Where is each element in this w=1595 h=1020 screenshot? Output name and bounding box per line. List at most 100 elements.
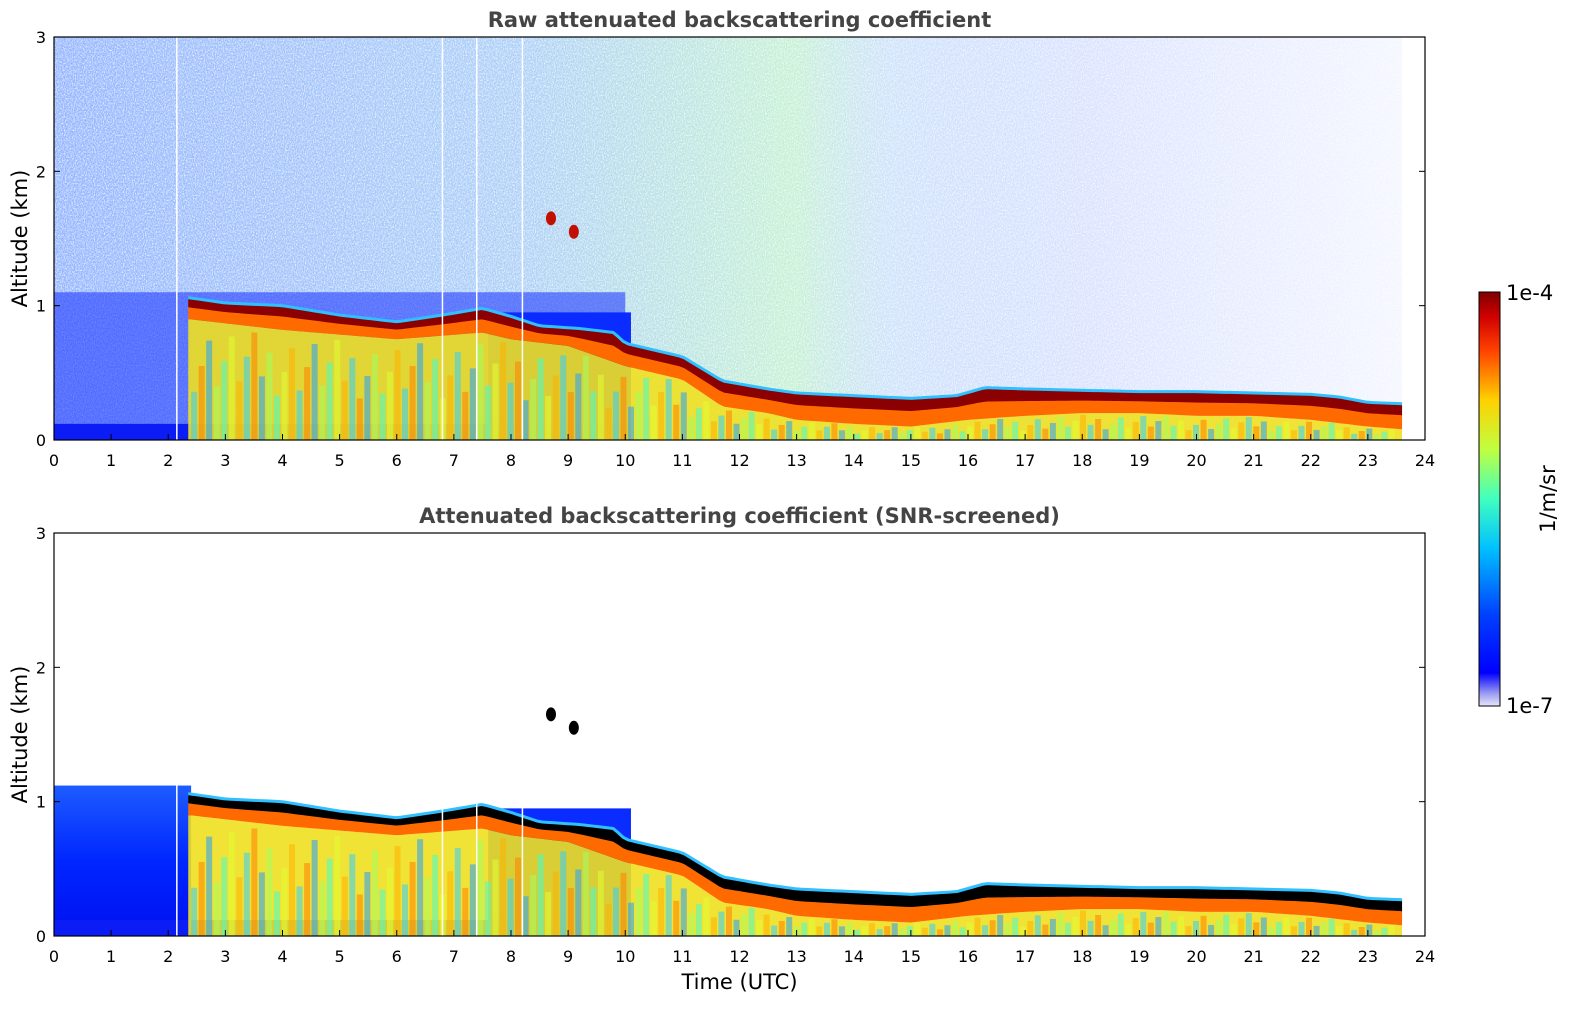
signal-streak xyxy=(1042,428,1049,440)
signal-streak xyxy=(477,840,484,936)
signal-streak xyxy=(1095,914,1102,936)
signal-streak xyxy=(1117,913,1124,936)
x-tick-label: 14 xyxy=(844,947,864,966)
x-tick-label: 9 xyxy=(563,947,573,966)
below-cloud-signal xyxy=(188,319,1403,440)
signal-streak xyxy=(462,887,469,936)
x-tick-label: 11 xyxy=(672,451,692,470)
x-tick-label: 12 xyxy=(729,947,749,966)
signal-streak xyxy=(612,391,619,440)
signal-streak xyxy=(349,854,356,936)
signal-streak xyxy=(936,929,943,936)
signal-streak xyxy=(499,342,506,440)
x-tick-label: 9 xyxy=(563,451,573,470)
signal-streak xyxy=(1185,430,1192,440)
signal-streak xyxy=(1110,919,1117,936)
x-tick-label: 20 xyxy=(1186,947,1206,966)
signal-streak xyxy=(515,361,522,440)
signal-streak xyxy=(469,864,476,936)
signal-streak xyxy=(1253,922,1260,936)
signal-streak xyxy=(899,432,906,440)
signal-streak xyxy=(786,421,793,440)
signal-streak xyxy=(356,894,363,936)
signal-streak xyxy=(959,927,966,936)
signal-streak xyxy=(251,828,258,936)
signal-streak xyxy=(258,872,265,936)
signal-streak xyxy=(921,927,928,936)
x-tick-label: 2 xyxy=(163,947,173,966)
signal-streak xyxy=(560,355,567,440)
signal-streak xyxy=(228,832,235,936)
signal-streak xyxy=(1012,421,1019,440)
signal-streak xyxy=(1290,926,1297,936)
signal-streak xyxy=(974,917,981,936)
signal-streak xyxy=(1260,917,1267,936)
signal-streak xyxy=(454,351,461,440)
y-tick-label: 2 xyxy=(36,162,46,181)
signal-streak xyxy=(394,350,401,440)
x-tick-label: 21 xyxy=(1243,947,1263,966)
signal-streak xyxy=(816,430,823,440)
x-tick-label: 0 xyxy=(49,451,59,470)
signal-streak xyxy=(1080,910,1087,936)
signal-streak xyxy=(545,396,552,440)
signal-streak xyxy=(884,430,891,440)
signal-streak xyxy=(206,836,213,936)
signal-streak xyxy=(1072,916,1079,936)
colorbar: 1e-4 1e-7 1/m/sr xyxy=(1478,281,1560,718)
x-tick-label: 8 xyxy=(506,947,516,966)
signal-streak xyxy=(771,925,778,936)
signal-streak xyxy=(635,391,642,440)
signal-streak xyxy=(778,920,785,936)
signal-streak xyxy=(206,340,213,440)
signal-streak xyxy=(650,405,657,440)
x-tick-label: 7 xyxy=(449,451,459,470)
colorbar-max-label: 1e-4 xyxy=(1506,281,1553,305)
signal-streak xyxy=(341,876,348,936)
signal-streak xyxy=(1366,924,1373,936)
signal-streak xyxy=(1336,926,1343,936)
signal-streak xyxy=(266,848,273,936)
x-tick-label: 21 xyxy=(1243,451,1263,470)
signal-streak xyxy=(597,870,604,936)
signal-streak xyxy=(1358,927,1365,936)
aerosol-patch-2 xyxy=(568,224,579,239)
signal-streak xyxy=(1208,429,1215,440)
signal-streak xyxy=(454,847,461,936)
signal-streak xyxy=(522,896,529,936)
signal-streak xyxy=(906,430,913,440)
signal-streak xyxy=(311,839,318,936)
signal-streak xyxy=(304,863,311,936)
signal-streak xyxy=(326,362,333,440)
signal-streak xyxy=(477,344,484,440)
x-tick-label: 11 xyxy=(672,947,692,966)
signal-streak xyxy=(447,871,454,936)
signal-streak xyxy=(371,850,378,936)
signal-streak xyxy=(1170,921,1177,936)
x-tick-label: 13 xyxy=(786,451,806,470)
signal-streak xyxy=(929,427,936,440)
signal-streak xyxy=(507,878,514,936)
x-tick-label: 22 xyxy=(1301,947,1321,966)
signal-streak xyxy=(1102,925,1109,936)
signal-streak xyxy=(1019,926,1026,936)
signal-streak xyxy=(1223,418,1230,440)
signal-streak xyxy=(982,429,989,440)
signal-streak xyxy=(1306,421,1313,440)
signal-streak xyxy=(959,431,966,440)
signal-streak xyxy=(951,424,958,440)
signal-streak xyxy=(1087,920,1094,936)
signal-streak xyxy=(831,423,838,440)
signal-streak xyxy=(296,390,303,440)
signal-streak xyxy=(906,926,913,936)
signal-streak xyxy=(1366,428,1373,440)
x-tick-label: 2 xyxy=(163,451,173,470)
signal-streak xyxy=(1087,424,1094,440)
signal-streak xyxy=(1132,917,1139,936)
signal-streak xyxy=(1034,915,1041,936)
signal-streak xyxy=(1306,917,1313,936)
signal-streak xyxy=(1215,919,1222,936)
signal-streak xyxy=(921,431,928,440)
signal-streak xyxy=(1102,429,1109,440)
signal-streak xyxy=(221,361,228,440)
